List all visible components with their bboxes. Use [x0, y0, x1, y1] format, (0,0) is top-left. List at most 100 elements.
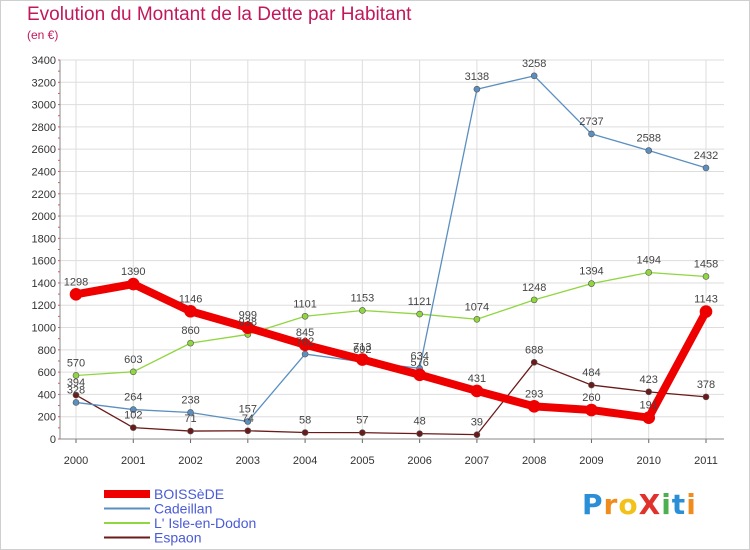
x-tick-label: 2008 — [522, 455, 546, 467]
data-point — [129, 368, 137, 376]
data-label: 634 — [410, 350, 428, 362]
data-label: 1101 — [293, 298, 317, 310]
data-label: 762 — [296, 336, 314, 348]
data-point — [473, 431, 481, 438]
data-label: 57 — [356, 415, 368, 427]
data-label: 1074 — [465, 301, 489, 313]
legend-label: Espaon — [154, 530, 201, 546]
series-line — [75, 361, 707, 436]
data-point — [301, 429, 309, 436]
data-point — [359, 429, 366, 436]
data-point — [356, 353, 369, 366]
data-point — [473, 315, 481, 323]
data-label: 1153 — [351, 292, 375, 304]
data-point — [642, 411, 656, 425]
data-point — [244, 418, 252, 425]
data-point — [187, 409, 194, 416]
y-tick-label: 3200 — [32, 77, 56, 89]
data-point — [72, 391, 80, 399]
data-point — [72, 399, 80, 406]
series-line — [75, 280, 710, 422]
data-label: 157 — [239, 403, 257, 415]
data-label: 999 — [239, 310, 257, 322]
proxiti-logo: ProXiti — [582, 488, 697, 521]
data-point — [187, 339, 194, 347]
x-tick-label: 2000 — [64, 455, 88, 467]
data-label: 1248 — [522, 282, 546, 294]
data-label: 860 — [181, 325, 199, 337]
data-point — [301, 350, 309, 358]
data-label: 692 — [353, 344, 371, 356]
data-label: 938 — [239, 316, 257, 328]
grid-lines — [60, 59, 724, 440]
data-label: 713 — [353, 342, 371, 354]
x-tick-label: 2004 — [293, 455, 317, 467]
y-tick-label: 3400 — [32, 55, 56, 67]
data-label: 1146 — [179, 293, 203, 305]
data-point — [187, 427, 194, 435]
data-label: 39 — [471, 417, 483, 429]
data-label: 570 — [67, 357, 85, 369]
data-label: 431 — [468, 373, 486, 385]
data-point — [416, 430, 423, 437]
data-label: 293 — [525, 388, 543, 400]
x-tick-label: 2010 — [636, 455, 660, 467]
data-point — [702, 273, 710, 280]
y-tick-label: 2600 — [32, 144, 56, 156]
x-tick-label: 2006 — [407, 455, 431, 467]
data-point — [527, 400, 541, 413]
data-label: 603 — [124, 354, 142, 366]
series-layer — [69, 72, 713, 438]
y-tick-label: 1200 — [32, 300, 56, 312]
y-tick-label: 2200 — [32, 189, 56, 201]
x-tick-label: 2011 — [694, 455, 718, 467]
data-label: 102 — [124, 410, 142, 422]
data-label: 484 — [582, 367, 600, 379]
data-label: 378 — [697, 379, 715, 391]
y-tick-label: 2800 — [32, 122, 56, 134]
chart-subtitle: (en €) — [27, 28, 59, 42]
y-tick-label: 3000 — [32, 100, 56, 112]
data-point — [702, 393, 710, 401]
y-tick-label: 1400 — [32, 278, 56, 290]
y-tick-label: 1000 — [32, 323, 56, 335]
data-point — [530, 296, 538, 304]
data-label: 3138 — [465, 71, 489, 83]
series-line — [75, 271, 707, 377]
data-label: 1394 — [579, 266, 603, 278]
data-point — [359, 307, 366, 314]
data-label: 328 — [67, 384, 85, 396]
x-tick-label: 2003 — [236, 455, 260, 467]
data-label: 260 — [582, 392, 600, 404]
chart-title: Evolution du Montant de la Dette par Hab… — [27, 4, 412, 25]
data-label: 423 — [640, 374, 658, 386]
data-point — [588, 280, 595, 287]
data-label: 688 — [525, 344, 543, 356]
x-tick-label: 2009 — [579, 455, 603, 467]
y-tick-label: 1800 — [32, 233, 56, 245]
data-label: 845 — [296, 327, 314, 339]
data-point — [416, 310, 423, 318]
data-label: 74 — [242, 413, 254, 425]
data-point — [241, 321, 255, 334]
data-point — [645, 269, 653, 276]
data-point — [298, 338, 312, 352]
data-label: 394 — [67, 377, 85, 389]
data-point — [473, 85, 481, 93]
data-point — [129, 406, 137, 413]
data-label: 58 — [299, 415, 311, 427]
data-point — [126, 277, 140, 291]
data-point — [72, 372, 80, 379]
data-label: 191 — [640, 400, 658, 412]
data-point — [588, 130, 595, 138]
data-label: 2588 — [636, 133, 660, 145]
data-point — [645, 388, 653, 396]
axes: 0 200 400 600 800 1000 1200 1400 1600 1800 2000 220… — [32, 55, 724, 467]
y-tick-label: 2400 — [32, 166, 56, 178]
data-point — [530, 359, 538, 366]
x-tick-label: 2005 — [350, 455, 374, 467]
y-tick-label: 800 — [38, 345, 56, 357]
y-tick-label: 200 — [38, 412, 56, 424]
